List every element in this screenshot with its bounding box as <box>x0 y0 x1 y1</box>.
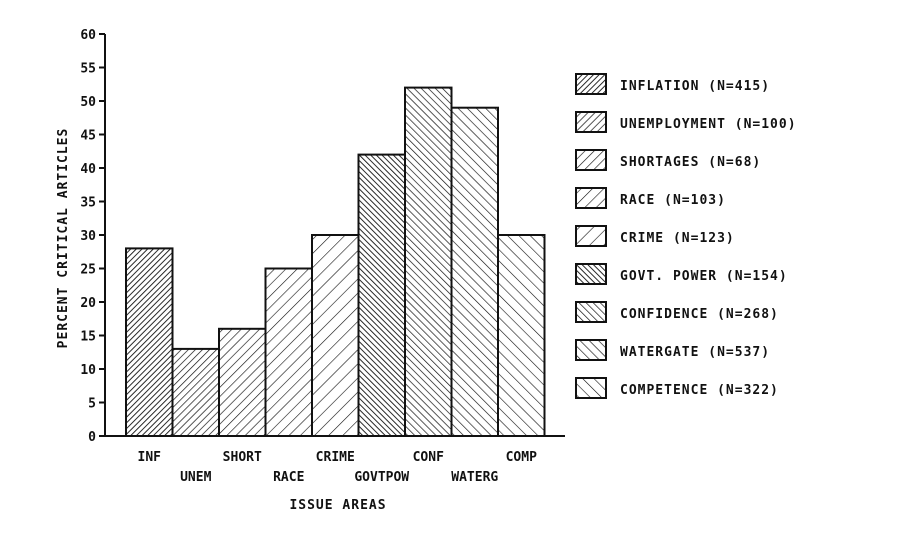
y-tick-label: 30 <box>80 229 96 244</box>
legend-label-govt-power: GOVT. POWER (N=154) <box>620 269 788 284</box>
x-axis: INF UNEM SHORT RACE CRIME GOVTPOW CONF WATERG CO… <box>105 435 565 485</box>
legend-label-confidence: CONFIDENCE (N=268) <box>620 307 779 322</box>
x-tick-label-race: RACE <box>273 470 304 485</box>
legend-label-competence: COMPETENCE (N=322) <box>620 383 779 398</box>
bar-race <box>264 267 313 437</box>
legend-label-inflation: INFLATION (N=415) <box>620 79 770 94</box>
y-axis: 0 5 10 15 20 25 30 35 40 45 50 55 60 <box>80 28 106 445</box>
y-tick-label: 55 <box>80 62 96 77</box>
y-tick-label: 50 <box>80 95 96 110</box>
legend-label-shortages: SHORTAGES (N=68) <box>620 155 761 170</box>
legend-label-race: RACE (N=103) <box>620 193 726 208</box>
y-tick-label: 20 <box>80 296 96 311</box>
bar-conf <box>404 86 453 437</box>
y-tick-label: 10 <box>80 363 96 378</box>
bar-waterg <box>450 106 499 437</box>
y-tick-label: 45 <box>80 129 96 144</box>
y-tick-label: 60 <box>80 28 96 43</box>
legend-swatch-confidence <box>575 301 607 323</box>
bar-unem <box>171 347 220 437</box>
y-tick-label: 40 <box>80 162 96 177</box>
y-axis-label: PERCENT CRITICAL ARTICLES <box>56 128 71 349</box>
bar-comp <box>497 234 546 437</box>
x-axis-label: ISSUE AREAS <box>289 498 386 513</box>
y-tick-label: 35 <box>80 196 96 211</box>
x-tick-label-inf: INF <box>138 450 162 465</box>
legend-swatch-race <box>575 187 607 209</box>
legend-swatch-crime <box>575 225 607 247</box>
legend-swatch-watergate <box>575 339 607 361</box>
y-tick-label: 5 <box>88 397 96 412</box>
legend: INFLATION (N=415) UNEMPLOYMENT (N=100) SHO… <box>575 73 797 399</box>
x-tick-label-conf: CONF <box>413 450 444 465</box>
x-tick-label-govtpow: GOVTPOW <box>354 470 409 485</box>
bar-inf <box>125 247 174 437</box>
x-tick-label-comp: COMP <box>506 450 537 465</box>
x-tick-label-short: SHORT <box>223 450 262 465</box>
legend-swatch-competence <box>575 377 607 399</box>
legend-label-watergate: WATERGATE (N=537) <box>620 345 770 360</box>
legend-swatch-govt-power <box>575 263 607 285</box>
x-tick-label-unem: UNEM <box>180 470 211 485</box>
bar-crime <box>311 234 360 437</box>
bar-govtpow <box>357 153 406 437</box>
bar-short <box>218 327 267 437</box>
legend-swatch-shortages <box>575 149 607 171</box>
x-tick-label-crime: CRIME <box>316 450 355 465</box>
bars-group <box>125 86 546 437</box>
y-tick-label: 15 <box>80 330 96 345</box>
y-tick-label: 0 <box>88 430 96 445</box>
legend-label-crime: CRIME (N=123) <box>620 231 735 246</box>
y-tick-label: 25 <box>80 263 96 278</box>
legend-label-unemployment: UNEMPLOYMENT (N=100) <box>620 117 797 132</box>
legend-swatch-inflation <box>575 73 607 95</box>
x-tick-label-waterg: WATERG <box>451 470 498 485</box>
legend-swatch-unemployment <box>575 111 607 133</box>
